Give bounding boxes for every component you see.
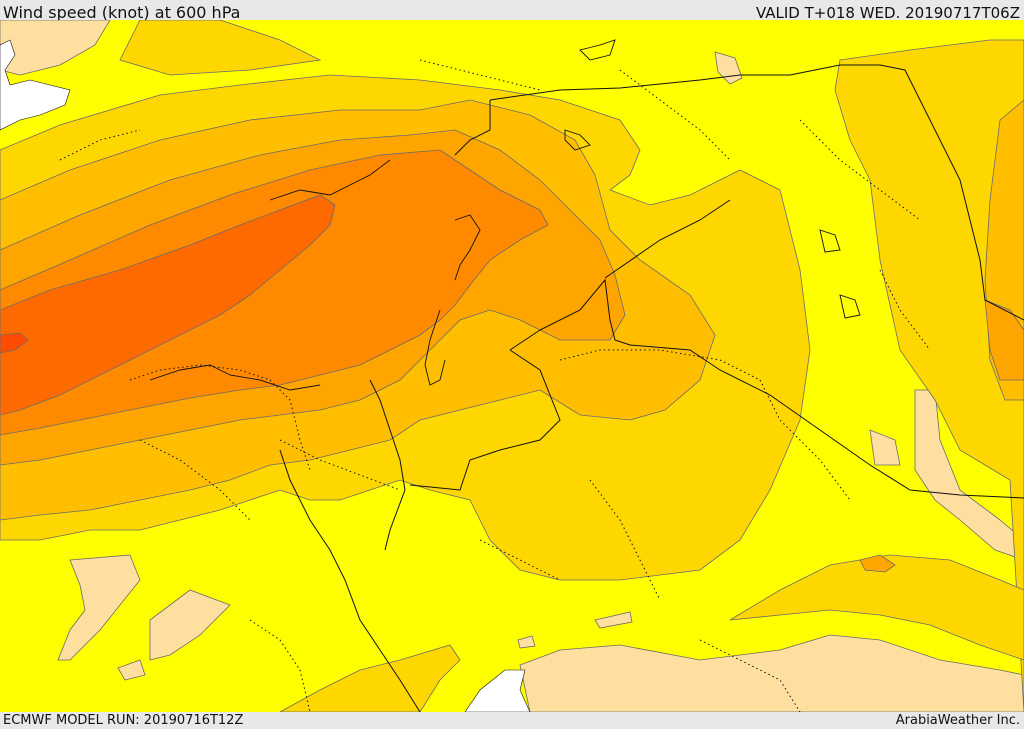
map-title: Wind speed (knot) at 600 hPa (3, 3, 241, 22)
low-patch-small-1 (594, 611, 633, 629)
title-bar: Wind speed (knot) at 600 hPa VALID T+018… (0, 0, 1024, 22)
low-patch-nw (0, 20, 111, 76)
footer-bar: ECMWF MODEL RUN: 20190716T12Z ArabiaWeat… (0, 712, 1024, 729)
country-borders (59, 59, 931, 712)
coastlines (149, 39, 861, 391)
low-patch-sahara-3 (117, 659, 146, 681)
low-patch-iraq (869, 429, 901, 466)
sea-patches (0, 39, 531, 712)
low-patch-south (519, 634, 1024, 712)
low-patch-small-2 (517, 635, 536, 649)
wind-band-2-nwtop (119, 20, 322, 76)
wind-band-2-east (834, 39, 1024, 712)
model-run-label: ECMWF MODEL RUN: 20190716T12Z (3, 713, 244, 728)
wind-band-6 (0, 194, 336, 416)
low-patch-sahara-1 (57, 554, 141, 661)
wind-band-7 (0, 332, 29, 354)
wind-band-5 (0, 149, 549, 436)
wind-speed-map (0, 20, 1024, 712)
wind-band-2-se (729, 554, 1024, 661)
sea-south (464, 669, 531, 712)
national-borders (279, 64, 1024, 712)
low-patch-sahara-2 (149, 589, 231, 661)
valid-time-label: VALID T+018 WED. 20190717T06Z (755, 4, 1020, 22)
low-wind-patches (0, 20, 1024, 712)
wind-band-2-sw (279, 644, 461, 712)
credit-label: ArabiaWeather Inc. (895, 713, 1020, 728)
sea-nw (0, 39, 71, 131)
jet-core-patches (859, 554, 896, 573)
wind-band-4-east (984, 299, 1024, 381)
low-patch-gulf (914, 389, 1024, 561)
